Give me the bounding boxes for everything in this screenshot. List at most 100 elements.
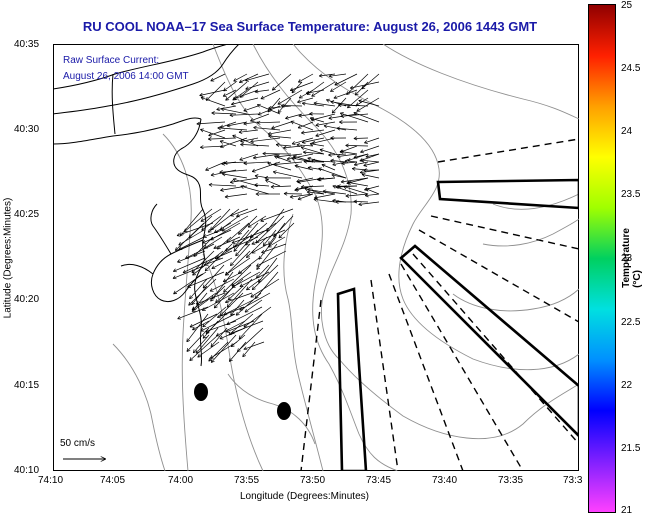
current-vector-head: [256, 267, 261, 270]
current-vector-head: [220, 127, 224, 129]
current-vector-head: [185, 255, 188, 259]
current-vector-head: [339, 149, 344, 152]
info-line-2: August 26, 2006 14:00 GMT: [63, 71, 189, 82]
current-vector-head: [203, 245, 207, 249]
current-vector-head: [200, 146, 204, 150]
current-vector-head: [230, 330, 234, 334]
current-vector-head: [239, 159, 244, 161]
current-vector: [300, 185, 325, 188]
current-vector: [216, 320, 246, 337]
current-vector: [365, 193, 380, 197]
current-vector-head: [297, 124, 301, 129]
current-vector-head: [290, 90, 294, 92]
current-vector-head: [340, 179, 345, 183]
current-vector-head: [343, 185, 348, 187]
current-vector-head: [208, 135, 213, 137]
current-vector: [203, 229, 223, 238]
current-vector: [208, 137, 237, 140]
current-vector: [210, 169, 237, 176]
current-vector-head: [289, 87, 293, 91]
current-vector: [222, 173, 248, 179]
current-vector-head: [328, 116, 332, 119]
current-vector-head: [253, 125, 257, 128]
current-vector-head: [230, 313, 234, 316]
current-vector-head: [173, 290, 176, 295]
current-vector-head: [250, 141, 254, 144]
current-vector: [173, 271, 207, 295]
current-vector: [223, 271, 243, 283]
current-vector-head: [256, 266, 258, 270]
current-vector-head: [311, 93, 314, 97]
current-vector: [339, 151, 358, 155]
current-vector: [189, 278, 208, 300]
current-vector: [233, 73, 248, 82]
current-vector-head: [311, 119, 315, 122]
current-vector: [353, 153, 369, 158]
current-vector: [221, 215, 249, 232]
current-vector-head: [313, 199, 317, 202]
current-vector: [340, 113, 369, 117]
current-vector: [358, 201, 380, 205]
current-vector-head: [364, 187, 368, 191]
current-vector-head: [172, 275, 176, 279]
current-vector: [345, 193, 369, 197]
current-vector-head: [220, 187, 224, 191]
current-vector-head: [188, 304, 193, 306]
current-vector-head: [268, 105, 272, 109]
current-vector-head: [233, 78, 236, 82]
current-vector-head: [275, 142, 280, 145]
current-vector: [192, 320, 210, 331]
current-vector-head: [301, 146, 305, 148]
current-vector: [276, 144, 292, 147]
current-vector-head: [333, 95, 337, 99]
current-vector-head: [310, 116, 314, 119]
current-vector: [311, 113, 336, 121]
current-vector-head: [217, 314, 220, 318]
current-vector-head: [345, 143, 349, 146]
current-vector-head: [335, 186, 339, 189]
current-vector-head: [363, 168, 367, 171]
current-vector-head: [199, 95, 204, 97]
current-vector-head: [353, 162, 358, 166]
current-vector-head: [345, 145, 349, 148]
current-vector: [315, 129, 336, 137]
current-vector-head: [240, 185, 244, 189]
current-vector-head: [302, 142, 306, 144]
current-vector-head: [217, 126, 221, 129]
current-vector-head: [178, 246, 182, 250]
current-vector-head: [177, 315, 181, 320]
current-vector: [354, 81, 369, 96]
current-vector: [322, 190, 347, 195]
current-vector-head: [214, 306, 218, 309]
current-vector-head: [344, 159, 349, 162]
current-vector-head: [300, 186, 305, 189]
y-tick-label: 40:35: [14, 39, 40, 50]
current-vector-head: [224, 196, 229, 199]
current-vector: [239, 81, 259, 98]
current-vector: [256, 250, 287, 267]
current-vector-head: [289, 194, 294, 198]
current-vector-head: [189, 357, 192, 361]
current-vector-head: [202, 284, 205, 289]
current-vector: [291, 81, 303, 94]
current-vector-head: [224, 271, 228, 276]
current-vector-head: [356, 108, 359, 112]
current-vector: [315, 121, 336, 126]
current-vector: [201, 215, 222, 231]
current-vector: [246, 278, 262, 291]
current-vector: [340, 177, 369, 183]
current-vector: [337, 153, 358, 157]
current-vectors: [172, 73, 380, 363]
current-vector-head: [283, 191, 288, 194]
current-vector: [360, 145, 380, 153]
current-vector: [229, 341, 247, 362]
current-vector-head: [222, 93, 226, 97]
current-vector: [214, 285, 235, 309]
current-vector-head: [220, 108, 224, 112]
current-vector-head: [330, 158, 334, 161]
current-vector: [223, 264, 252, 293]
current-vector-head: [296, 144, 300, 147]
current-vector-head: [261, 249, 265, 253]
current-vector-head: [239, 79, 242, 83]
current-vector-head: [294, 189, 299, 192]
